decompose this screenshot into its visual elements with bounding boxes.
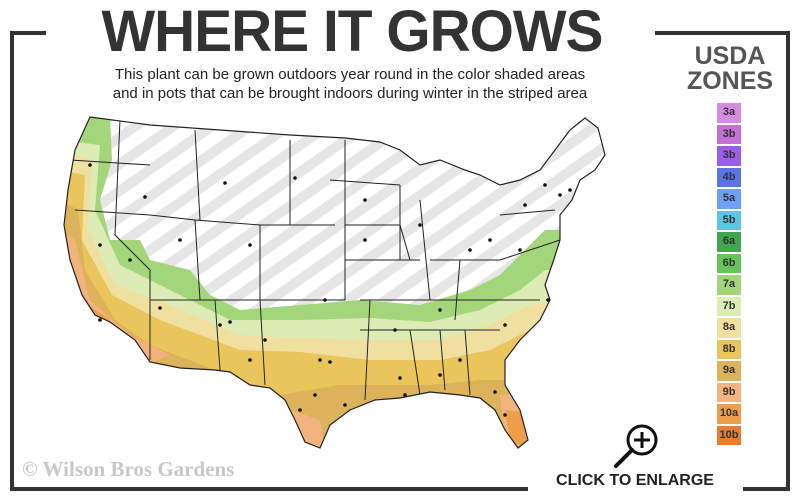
city-marker	[218, 323, 222, 327]
legend-zone-3a: 3a	[717, 103, 741, 123]
frame-right	[786, 31, 790, 491]
subtitle-line-1: This plant can be grown outdoors year ro…	[114, 66, 586, 83]
city-marker	[313, 393, 317, 397]
legend-zone-5a: 5a	[717, 189, 741, 209]
legend-zone-8b: 8b	[717, 339, 741, 359]
city-marker	[468, 248, 472, 252]
click-to-enlarge-button[interactable]: CLICK TO ENLARGE	[528, 422, 742, 492]
city-marker	[98, 318, 102, 322]
city-marker	[298, 408, 302, 412]
city-marker	[143, 195, 147, 199]
city-marker	[523, 203, 527, 207]
city-marker	[98, 243, 102, 247]
city-marker	[248, 358, 252, 362]
city-marker	[403, 393, 407, 397]
click-to-enlarge-label: CLICK TO ENLARGE	[556, 472, 714, 489]
city-marker	[228, 320, 232, 324]
city-marker	[558, 193, 562, 197]
city-marker	[398, 376, 402, 380]
subtitle-line-2: and in pots that can be brought indoors …	[112, 85, 588, 102]
city-marker	[158, 306, 162, 310]
legend-zone-8a: 8a	[717, 318, 741, 338]
city-marker	[503, 323, 507, 327]
city-marker	[128, 258, 132, 262]
city-marker	[88, 163, 92, 167]
city-marker	[363, 238, 367, 242]
city-marker	[323, 298, 327, 302]
city-marker	[343, 403, 347, 407]
city-marker	[438, 373, 442, 377]
legend-zone-3b: 3b	[717, 124, 741, 144]
map-fill	[64, 117, 605, 448]
city-marker	[178, 238, 182, 242]
frame-bottom-right	[743, 487, 790, 491]
city-markers	[88, 163, 572, 417]
city-marker	[488, 238, 492, 242]
legend-title-zones: ZONES	[686, 67, 774, 95]
usda-zone-legend: 3a 3b 3b 4b 5a 5b 6a 6b 7a 7b 8a 8b 9a 9b 10a 10b	[717, 103, 741, 447]
city-marker	[438, 308, 442, 312]
city-marker	[363, 198, 367, 202]
city-marker	[546, 298, 550, 302]
city-marker	[568, 188, 572, 192]
legend-zone-9b: 9b	[717, 382, 741, 402]
legend-zone-9a: 9a	[717, 361, 741, 381]
city-marker	[293, 176, 297, 180]
city-marker	[248, 243, 252, 247]
us-outline	[63, 116, 606, 449]
frame-bottom-left	[10, 487, 528, 491]
page-title: WHERE IT GROWS	[101, 0, 604, 64]
usda-zone-map	[63, 116, 606, 449]
frame-top-left	[10, 31, 46, 35]
legend-zone-5b: 5b	[717, 210, 741, 230]
legend-zone-7a: 7a	[717, 275, 741, 295]
zoom-in-magnifier-icon	[614, 424, 658, 468]
legend-zone-7b: 7b	[717, 296, 741, 316]
city-marker	[493, 390, 497, 394]
city-marker	[518, 248, 522, 252]
frame-top-right	[655, 31, 790, 35]
legend-zone-4b: 4b	[717, 167, 741, 187]
legend-zone-6b: 6b	[717, 253, 741, 273]
city-marker	[393, 328, 397, 332]
city-marker	[318, 358, 322, 362]
legend-zone-10a: 10a	[717, 404, 741, 424]
city-marker	[418, 223, 422, 227]
legend-title-usda: USDA	[694, 42, 766, 70]
city-marker	[223, 181, 227, 185]
state-borders	[69, 119, 561, 401]
legend-title: USDA ZONES	[680, 44, 780, 94]
city-marker	[458, 358, 462, 362]
legend-zone-6a: 6a	[717, 232, 741, 252]
city-marker	[328, 360, 332, 364]
frame-left	[10, 31, 14, 491]
city-marker	[543, 183, 547, 187]
copyright-watermark: © Wilson Bros Gardens	[22, 457, 235, 481]
legend-zone-3b: 3b	[717, 146, 741, 166]
city-marker	[263, 338, 267, 342]
city-marker	[503, 413, 507, 417]
legend-zone-10b: 10b	[717, 425, 741, 445]
